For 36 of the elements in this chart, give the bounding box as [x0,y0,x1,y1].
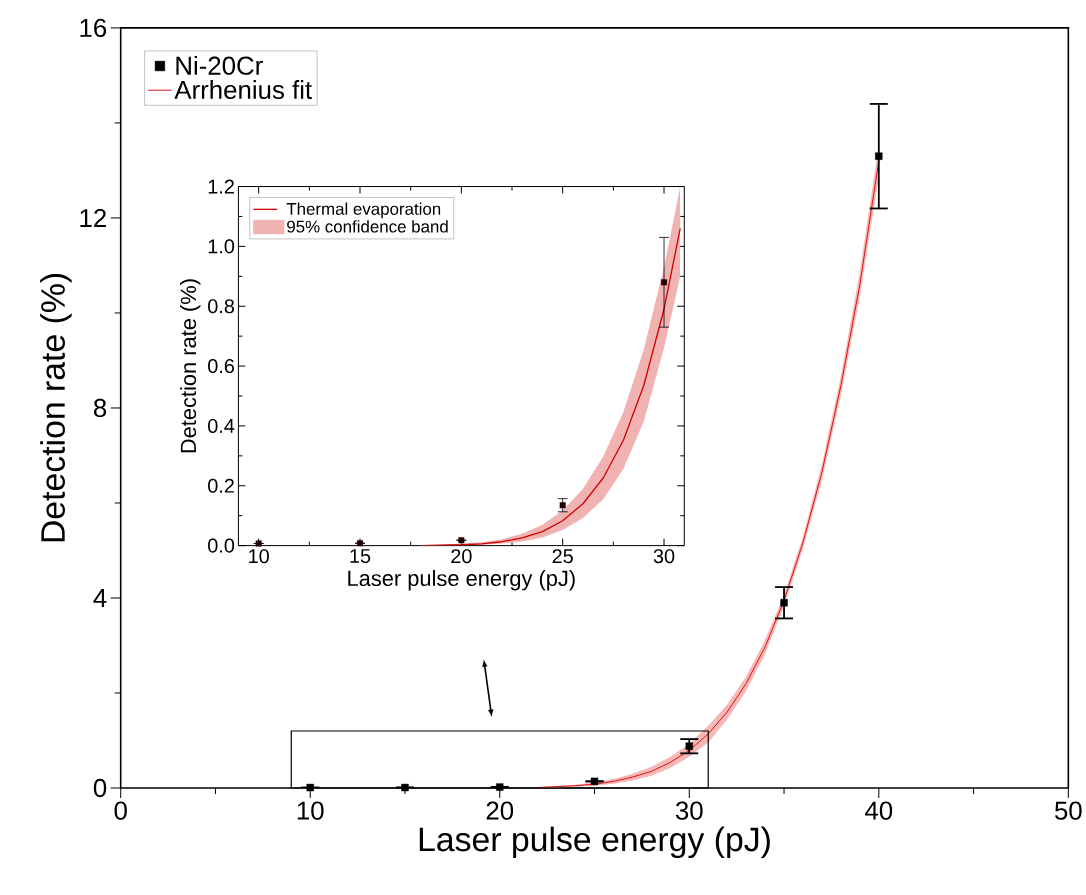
y-tick-label: 1.0 [208,239,235,254]
y-axis-title: Detection rate (%) [40,274,72,542]
x-axis-title: Laser pulse energy (pJ) [419,826,770,859]
x-tick-label: 10 [297,801,324,820]
legend-label: Ni-20Cr [176,56,263,75]
point [559,502,566,509]
x-tick-label: 30 [675,801,703,820]
y-tick-label: 8 [93,398,107,418]
x-tick-label: 20 [486,801,514,820]
x-axis-title: Laser pulse energy (pJ) [348,570,575,591]
annotation: 95% confidence band [287,220,448,233]
x-tick-label: 25 [552,549,573,564]
y-tick-label: 12 [80,209,106,228]
x-tick-label: 30 [653,549,675,564]
y-tick-label: 0 [93,778,107,798]
legend-label: Arrhenius fit [174,80,312,100]
y-tick-label: 0.8 [208,299,235,314]
x-tick-label: 15 [350,549,371,564]
y-tick-label: 0.6 [208,359,235,374]
point [780,599,788,607]
x-tick-label: 10 [249,549,269,564]
x-tick-label: 0 [114,801,127,820]
x-tick-label: 40 [865,801,893,820]
y-tick-label: 0.2 [208,478,234,493]
point [661,279,668,286]
y-tick-label: 0.0 [208,538,235,553]
x-tick-label: 20 [451,549,472,564]
y-tick-label: 4 [93,589,107,608]
y-axis-title: Detection rate (%) [180,279,201,453]
point [685,742,693,751]
x-tick-label: 50 [1054,801,1082,820]
y-tick-label: 1.2 [208,179,234,194]
legend-label: Thermal evaporation [286,202,441,219]
point [875,152,883,161]
y-tick-label: 0.4 [208,419,235,434]
y-tick-label: 16 [80,18,107,38]
